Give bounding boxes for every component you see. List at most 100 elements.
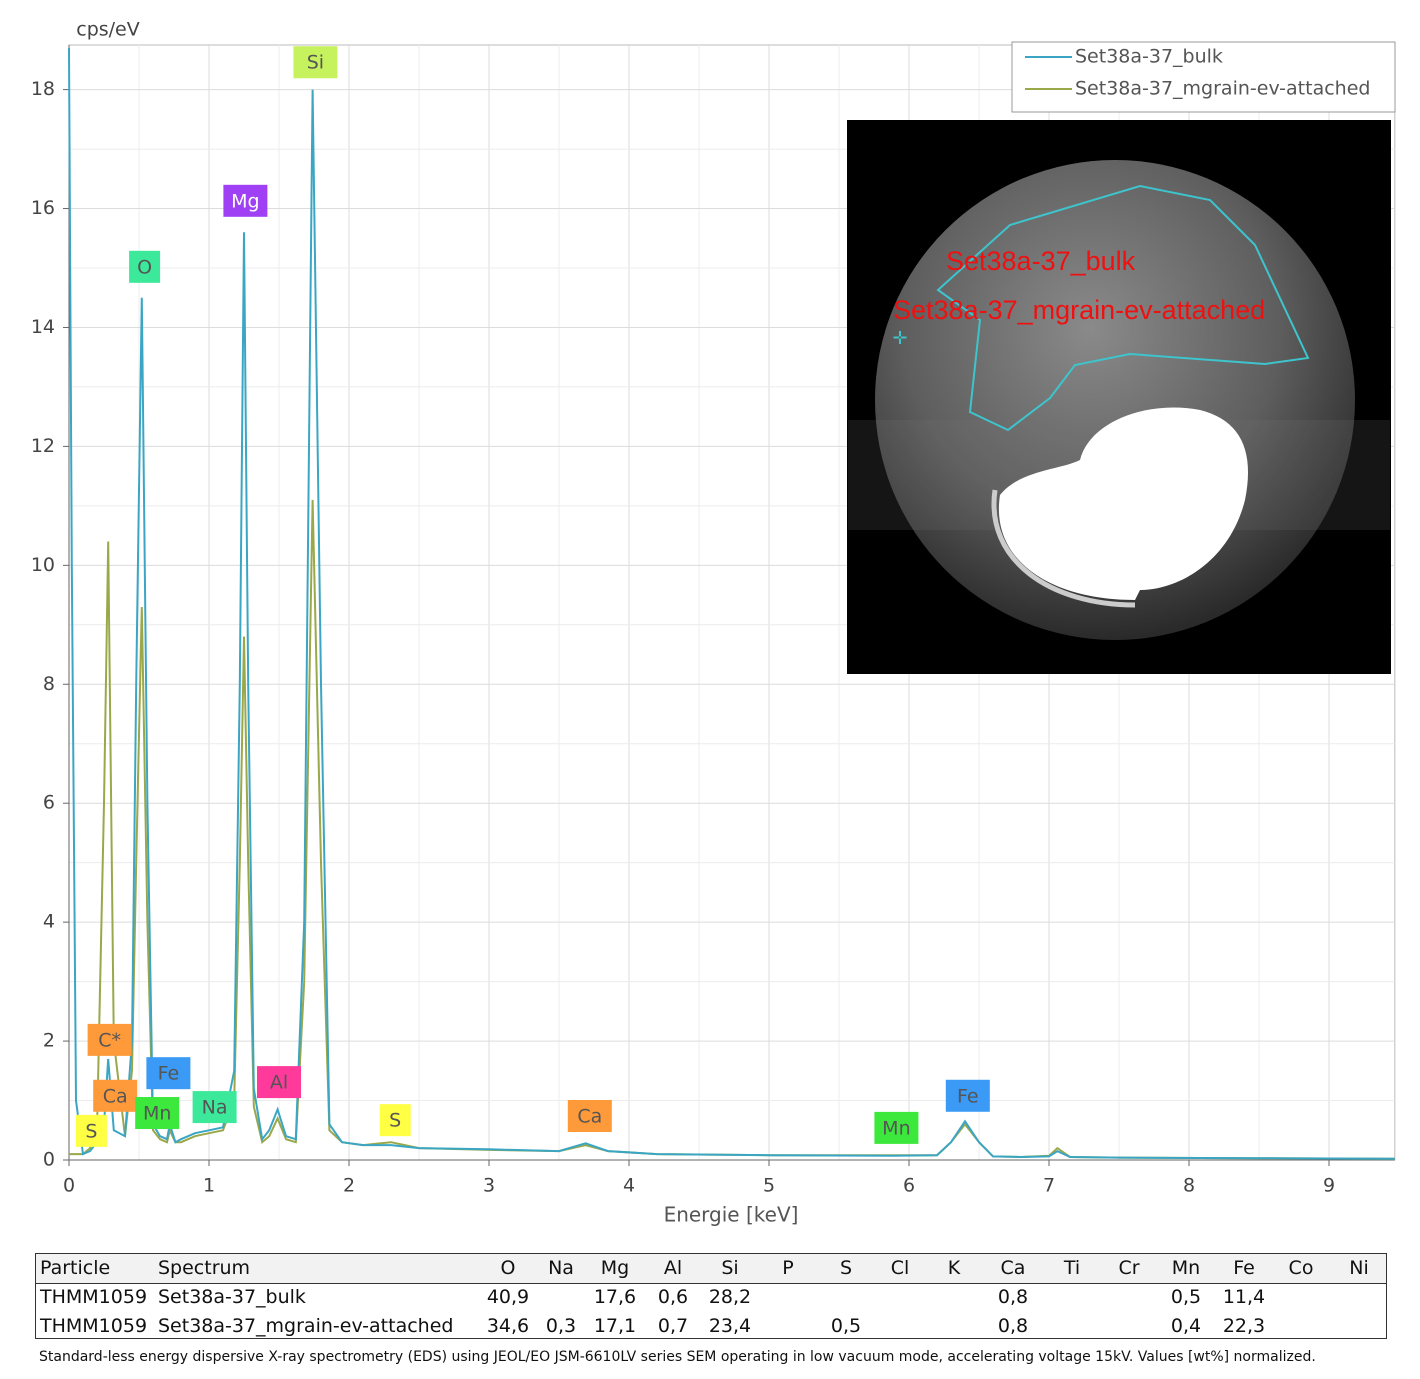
y-tick-label: 12 bbox=[31, 435, 55, 457]
element-label-box bbox=[567, 1099, 612, 1132]
element-label: Mn bbox=[143, 1103, 171, 1125]
element-label-box bbox=[293, 46, 338, 79]
data-table: Particle Spectrum O Na Mg Al Si P S Cl K Ca Ti Cr Mn Fe… bbox=[35, 1253, 1387, 1339]
table-cell: 34,6 bbox=[486, 1315, 530, 1337]
table-header-cell: Co bbox=[1288, 1257, 1314, 1279]
table-cell: 17,1 bbox=[593, 1315, 637, 1337]
table-header-cell: Mg bbox=[600, 1257, 630, 1279]
element-label: Fe bbox=[158, 1063, 180, 1085]
inset-label: Set38a-37_bulk bbox=[946, 246, 1136, 276]
table-header-cell: P bbox=[782, 1257, 794, 1279]
element-label-box bbox=[379, 1104, 411, 1137]
element-label-box bbox=[945, 1079, 990, 1112]
element-label: S bbox=[389, 1110, 401, 1132]
x-tick-label: 8 bbox=[1183, 1175, 1195, 1197]
element-label: Ca bbox=[103, 1085, 128, 1107]
table-cell: Set38a-37_bulk bbox=[158, 1286, 306, 1308]
table-header-cell: Particle bbox=[40, 1257, 111, 1279]
y-tick-label: 16 bbox=[31, 197, 55, 219]
table-cell: 0,7 bbox=[657, 1315, 689, 1337]
table-header-cell: Fe bbox=[1233, 1257, 1255, 1279]
table-cell: THMM1059 bbox=[40, 1286, 148, 1308]
element-label-box bbox=[874, 1111, 919, 1144]
y-tick-label: 4 bbox=[43, 911, 55, 933]
x-tick-label: 0 bbox=[63, 1175, 75, 1197]
table-header-cell: Mn bbox=[1171, 1257, 1201, 1279]
x-tick-label: 1 bbox=[203, 1175, 215, 1197]
bright-grain bbox=[998, 407, 1248, 600]
element-label: Mg bbox=[231, 190, 259, 212]
x-tick-label: 3 bbox=[483, 1175, 495, 1197]
x-axis-label: Energie [keV] bbox=[664, 1203, 799, 1227]
inset-image: ✛ Set38a-37_bulk Set38a-37_mgrain-ev-att… bbox=[847, 120, 1391, 674]
table-cell: 11,4 bbox=[1222, 1286, 1266, 1308]
roi-outline bbox=[936, 184, 1310, 432]
y-tick-label: 18 bbox=[31, 78, 55, 100]
table-header-cell: Cl bbox=[890, 1257, 910, 1279]
x-tick-label: 9 bbox=[1323, 1175, 1335, 1197]
y-tick-label: 8 bbox=[43, 673, 55, 695]
legend-box bbox=[1011, 41, 1396, 113]
table-header-cell: Na bbox=[548, 1257, 574, 1279]
table-cell: 22,3 bbox=[1222, 1315, 1266, 1337]
x-tick-label: 6 bbox=[903, 1175, 915, 1197]
element-label-box bbox=[87, 1023, 132, 1056]
element-label: O bbox=[137, 256, 152, 278]
element-label: Al bbox=[270, 1072, 288, 1094]
element-label-box bbox=[257, 1066, 301, 1099]
table-header-cell: Al bbox=[663, 1257, 683, 1279]
y-tick-label: 14 bbox=[31, 316, 55, 338]
table-header-cell: O bbox=[500, 1257, 516, 1279]
element-label-box bbox=[223, 184, 268, 217]
element-label: Fe bbox=[957, 1085, 979, 1107]
table-cell: 23,4 bbox=[708, 1315, 752, 1337]
element-label: Na bbox=[202, 1097, 228, 1119]
element-label: Ca bbox=[577, 1105, 602, 1127]
table-cell: 0,5 bbox=[1170, 1286, 1202, 1308]
element-label: C* bbox=[98, 1029, 121, 1051]
table-cell: 0,4 bbox=[1170, 1315, 1202, 1337]
spectrum-line bbox=[68, 47, 1395, 1160]
table-header-cell: S bbox=[839, 1257, 853, 1279]
roi-marker: ✛ bbox=[892, 328, 907, 349]
element-label-box bbox=[192, 1091, 237, 1124]
y-axis-label: cps/eV bbox=[76, 19, 140, 41]
grain-rim bbox=[991, 489, 1136, 608]
table-cell: 40,9 bbox=[486, 1286, 530, 1308]
y-tick-label: 2 bbox=[43, 1030, 55, 1052]
table-cell: 28,2 bbox=[708, 1286, 752, 1308]
table-cell: Set38a-37_mgrain-ev-attached bbox=[158, 1315, 454, 1337]
table-cell: 0,8 bbox=[997, 1286, 1029, 1308]
inset-label: Set38a-37_mgrain-ev-attached bbox=[893, 295, 1265, 325]
element-label-box bbox=[75, 1114, 107, 1147]
table-cell: 17,6 bbox=[593, 1286, 637, 1308]
table-header-cell: K bbox=[947, 1257, 961, 1279]
table-cell: 0,5 bbox=[830, 1315, 862, 1337]
table-cell: THMM1059 bbox=[40, 1315, 148, 1337]
table-cell: 0,3 bbox=[545, 1315, 577, 1337]
element-label-box bbox=[135, 1097, 180, 1130]
element-label-box bbox=[129, 250, 161, 283]
table-header-cell: Ti bbox=[1063, 1257, 1081, 1279]
y-tick-label: 0 bbox=[43, 1149, 55, 1171]
table-header-row bbox=[36, 1254, 1386, 1284]
table-header-cell: Cr bbox=[1118, 1257, 1140, 1279]
element-label: Si bbox=[307, 52, 324, 74]
element-label-box bbox=[93, 1079, 138, 1112]
caption: Standard-less energy dispersive X-ray sp… bbox=[39, 1349, 1316, 1365]
legend-label: Set38a-37_bulk bbox=[1075, 46, 1223, 68]
table-header-cell: Si bbox=[721, 1257, 739, 1279]
table-cell: 0,6 bbox=[657, 1286, 689, 1308]
legend-label: Set38a-37_mgrain-ev-attached bbox=[1075, 78, 1370, 100]
x-tick-label: 7 bbox=[1043, 1175, 1055, 1197]
y-tick-label: 10 bbox=[31, 554, 55, 576]
x-tick-label: 2 bbox=[343, 1175, 355, 1197]
table-header-cell: Ni bbox=[1349, 1257, 1369, 1279]
element-label: Mn bbox=[882, 1117, 910, 1139]
table-cell: 0,8 bbox=[997, 1315, 1029, 1337]
element-label: S bbox=[85, 1120, 97, 1142]
table-header-cell: Spectrum bbox=[158, 1257, 251, 1279]
table-header-cell: Ca bbox=[1000, 1257, 1026, 1279]
